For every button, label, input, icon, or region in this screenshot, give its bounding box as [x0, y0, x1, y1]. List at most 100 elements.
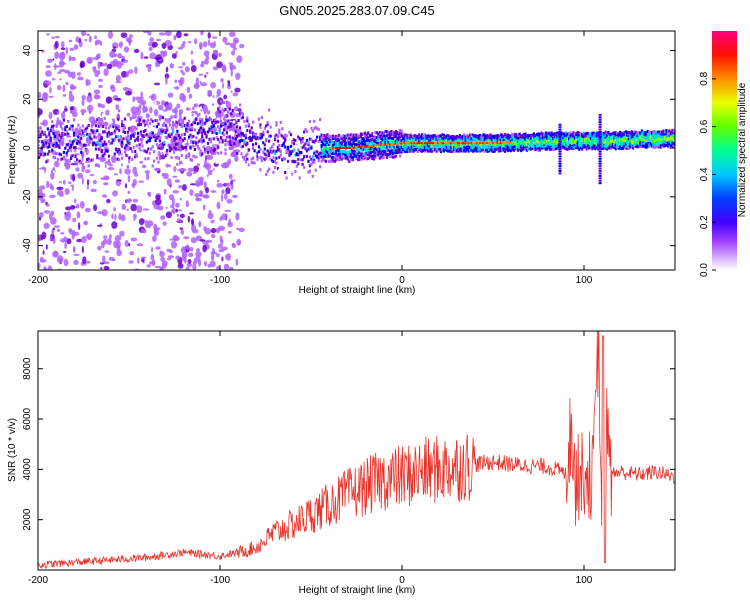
- spectrogram-cell: [91, 123, 95, 126]
- spectrogram-cell: [582, 139, 585, 143]
- spectrogram-cell: [136, 243, 144, 247]
- spectrogram-cell: [158, 32, 166, 36]
- spectrogram-cell: [391, 151, 394, 155]
- spectrogram-cell: [200, 82, 208, 87]
- spectrogram-cell: [655, 138, 658, 142]
- spectrogram-cell: [428, 146, 431, 150]
- spectrogram-cell: [402, 135, 405, 139]
- spectrogram-cell: [320, 140, 323, 144]
- spectrogram-cell: [553, 132, 556, 136]
- spectrogram-cell: [125, 71, 130, 77]
- spectrogram-cell: [132, 134, 135, 138]
- spectrogram-cell: [59, 69, 66, 72]
- spectrogram-cell: [150, 118, 153, 122]
- spectrogram-cell: [221, 213, 228, 220]
- spectrogram-cell: [278, 144, 281, 147]
- spectrogram-cell: [212, 168, 215, 171]
- spectrogram-cell: [450, 145, 453, 149]
- spectrogram-cell: [69, 106, 74, 111]
- spectrogram-cell: [161, 173, 165, 177]
- spectrogram-cell: [531, 137, 534, 141]
- spectrogram-cell: [158, 104, 164, 111]
- spectrogram-cell: [246, 116, 249, 120]
- spectrogram-cell: [253, 149, 256, 153]
- spectrogram-cell: [249, 138, 252, 142]
- spectrogram-cell: [358, 140, 361, 144]
- spectrogram-cell: [393, 149, 396, 153]
- spectrogram-cell: [190, 158, 194, 162]
- spectrogram-cell: [84, 143, 87, 147]
- spectrogram-cell: [279, 133, 282, 137]
- spectrogram-y-axis-label: Frequency (Hz): [7, 116, 18, 185]
- spectrogram-cell: [321, 158, 325, 161]
- spectrogram-cell: [371, 148, 374, 151]
- spectrogram-cell: [167, 257, 172, 261]
- spectrogram-cell: [423, 138, 426, 142]
- spectrogram-cell: [273, 138, 277, 142]
- spectrogram-cell: [239, 43, 245, 49]
- spectrogram-cell: [388, 140, 392, 144]
- spectrogram-cell: [471, 136, 475, 140]
- spectrogram-cell: [435, 137, 438, 141]
- spectrogram-cell: [142, 130, 145, 133]
- spectrogram-cell: [643, 131, 646, 135]
- spectrogram-cell: [297, 157, 300, 161]
- spectrogram-cell: [46, 80, 52, 86]
- spectrogram-cell: [320, 136, 323, 140]
- spectrogram-cell: [409, 136, 412, 140]
- spectrogram-cell: [455, 136, 459, 140]
- spectrogram-cell: [552, 132, 555, 136]
- spectrogram-cell: [204, 132, 207, 136]
- spectrogram-cell: [198, 258, 202, 267]
- spectrogram-cell: [591, 133, 594, 137]
- spectrogram-cell: [86, 139, 89, 143]
- spectrogram-cell: [438, 136, 441, 140]
- spectrogram-cell: [585, 131, 588, 135]
- spectrogram-cell: [658, 139, 661, 143]
- spectrogram-cell: [222, 64, 226, 72]
- spectrogram-cell: [436, 134, 440, 138]
- spectrogram-cell: [244, 133, 247, 137]
- spectrogram-cell: [112, 138, 115, 142]
- spectrogram-cell: [558, 131, 562, 133]
- spectrogram-cell: [453, 147, 456, 151]
- spectrogram-cell: [205, 72, 209, 75]
- spectrogram-cell: [64, 108, 68, 112]
- spectrogram-cell: [61, 127, 64, 131]
- spectrogram-cell: [157, 150, 161, 157]
- spectrogram-cell: [378, 130, 381, 134]
- spectrogram-cell: [393, 155, 396, 159]
- spectrogram-cell: [525, 134, 528, 138]
- spectrogram-cell: [354, 136, 357, 140]
- spectrogram-cell: [175, 202, 180, 208]
- spectrogram-cell: [635, 136, 638, 140]
- spectrogram-cell: [336, 147, 339, 150]
- spectrogram-cell: [50, 210, 55, 216]
- spectrogram-cell: [349, 152, 352, 156]
- spectrogram-cell: [224, 193, 228, 200]
- spectrogram-cell: [252, 135, 255, 139]
- spectrogram-cell: [527, 140, 530, 143]
- spectrogram-cell: [198, 147, 201, 151]
- spectrogram-cell: [126, 134, 129, 138]
- spectrogram-cell: [98, 78, 103, 82]
- spectrogram-cell: [348, 141, 351, 145]
- spectrogram-cell: [69, 47, 75, 51]
- spectrogram-cell: [332, 143, 335, 147]
- spectrogram-cell: [114, 235, 122, 242]
- spectrogram-cell: [198, 160, 201, 164]
- spectrogram-cell: [337, 155, 341, 159]
- spectrogram-cell: [268, 151, 271, 155]
- spectrogram-cell: [502, 148, 505, 152]
- colorbar-tick-label: 0.6: [699, 119, 710, 133]
- spectrogram-cell: [522, 143, 525, 147]
- spectrogram-cell: [285, 134, 288, 138]
- spectrogram-cell: [426, 142, 429, 145]
- spectrogram-cell: [489, 136, 492, 140]
- spectrogram-cell: [232, 92, 239, 97]
- spectrogram-cell: [84, 160, 91, 163]
- spectrogram-cell: [81, 131, 84, 135]
- spectrogram-cell: [374, 135, 377, 139]
- spectrogram-cell: [301, 140, 304, 144]
- spectrogram-cell: [658, 133, 661, 137]
